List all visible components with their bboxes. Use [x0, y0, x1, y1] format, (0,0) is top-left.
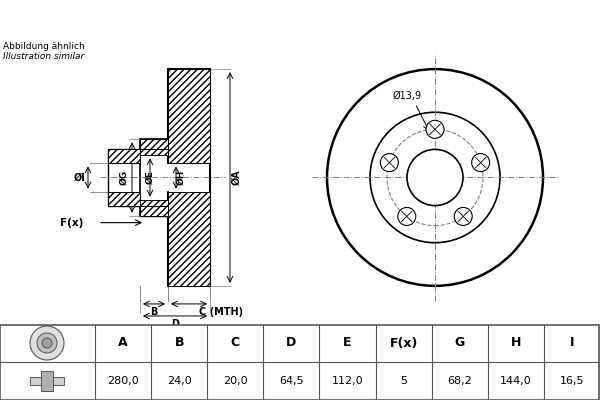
Text: 24,0: 24,0 — [167, 376, 191, 386]
Text: I: I — [569, 336, 574, 350]
Circle shape — [42, 338, 52, 348]
Text: 64,5: 64,5 — [279, 376, 304, 386]
Bar — [108, 149, 140, 164]
Bar — [140, 200, 168, 216]
Bar — [140, 139, 168, 156]
Bar — [168, 69, 210, 164]
Text: 112,0: 112,0 — [332, 376, 364, 386]
Text: Ate: Ate — [388, 206, 472, 249]
Bar — [140, 139, 168, 149]
Text: 144,0: 144,0 — [500, 376, 532, 386]
Circle shape — [407, 149, 463, 206]
Text: ØH: ØH — [177, 170, 186, 185]
Circle shape — [454, 208, 472, 226]
Text: B: B — [151, 307, 158, 317]
Text: D: D — [286, 336, 296, 350]
Text: Abbildung ähnlich: Abbildung ähnlich — [3, 42, 85, 51]
Circle shape — [426, 120, 444, 138]
Circle shape — [37, 333, 57, 353]
Text: Illustration similar: Illustration similar — [3, 52, 84, 61]
Text: C (MTH): C (MTH) — [199, 307, 243, 317]
Text: 24.0124-0118.1    424118: 24.0124-0118.1 424118 — [150, 11, 450, 31]
Circle shape — [30, 326, 64, 360]
Text: G: G — [455, 336, 465, 350]
Bar — [168, 192, 210, 286]
Text: F(x): F(x) — [389, 336, 418, 350]
Text: 68,2: 68,2 — [448, 376, 472, 386]
Text: Ø13,9: Ø13,9 — [392, 91, 422, 101]
Text: E: E — [343, 336, 352, 350]
Bar — [108, 192, 140, 206]
Text: 280,0: 280,0 — [107, 376, 139, 386]
Text: 5: 5 — [400, 376, 407, 386]
Text: 16,5: 16,5 — [560, 376, 584, 386]
Text: F(x): F(x) — [59, 218, 83, 228]
Text: ØA: ØA — [232, 170, 242, 185]
Text: C: C — [231, 336, 240, 350]
Circle shape — [398, 208, 416, 226]
Text: H: H — [511, 336, 521, 350]
Circle shape — [380, 154, 398, 172]
Circle shape — [370, 112, 500, 243]
Text: ØI: ØI — [74, 172, 86, 182]
Circle shape — [327, 69, 543, 286]
Bar — [41, 371, 53, 391]
Text: A: A — [118, 336, 128, 350]
Text: ØE: ØE — [146, 170, 155, 184]
Text: ØG: ØG — [120, 170, 129, 185]
Circle shape — [472, 154, 490, 172]
Text: D: D — [171, 319, 179, 329]
Text: B: B — [175, 336, 184, 350]
Bar — [140, 206, 168, 216]
Text: 20,0: 20,0 — [223, 376, 248, 386]
Bar — [30, 377, 64, 385]
